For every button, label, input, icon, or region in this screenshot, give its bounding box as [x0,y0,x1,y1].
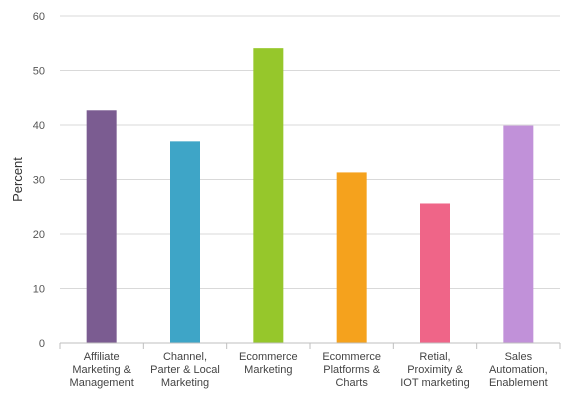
x-category-label-line: IOT marketing [400,377,470,389]
x-category-label-line: Automation, [489,364,548,376]
x-category-label-line: Sales [505,351,533,363]
x-category-label: Ecommerce Marketing [239,351,298,376]
x-category-label-line: Retial, [419,351,450,363]
x-category-label-line: Ecommerce [239,351,298,363]
y-tick-label: 50 [33,66,45,78]
x-category-label-line: Marketing [244,364,292,376]
x-category-label: Ecommerce Platforms & Charts [322,351,381,389]
x-category-label: Channel, Parter & Local Marketing [150,351,220,389]
x-category-label: Retial, Proximity & IOT marketing [400,351,470,389]
bar [86,110,117,343]
y-tick-label: 20 [33,229,45,241]
y-tick-label: 40 [33,120,45,132]
bar [253,48,284,343]
bars [86,48,534,343]
bar [170,141,200,343]
grid-lines [60,15,560,289]
y-tick-label: 10 [33,284,45,296]
x-category-label-line: Charts [335,377,368,389]
x-category-label-line: Channel, [163,351,207,363]
y-axis-ticks: 0 10 20 30 40 50 60 [33,11,45,350]
x-category-label: Affiliate Marketing & Management [70,351,134,389]
bar [420,203,450,343]
x-axis-labels: Affiliate Marketing & Management Channel, Pa… [59,343,561,389]
y-tick-label: 0 [39,338,45,350]
x-category-label-line: Enablement [489,377,548,389]
x-category-label-line: Ecommerce [322,351,381,363]
bar [336,172,367,343]
bar [503,125,534,343]
x-category-label-line: Management [70,377,134,389]
y-tick-label: 30 [33,175,45,187]
x-category-label-line: Platforms & [323,364,381,376]
x-category-label-line: Affiliate [84,351,120,363]
x-category-label-line: Parter & Local [150,364,220,376]
y-tick-label: 60 [33,11,45,23]
y-axis-title: Percent [10,157,25,202]
x-category-label-line: Marketing & [72,364,131,376]
x-category-label-line: Proximity & [407,364,463,376]
x-category-label-line: Marketing [161,377,209,389]
x-category-label: Sales Automation, Enablement [489,351,548,389]
